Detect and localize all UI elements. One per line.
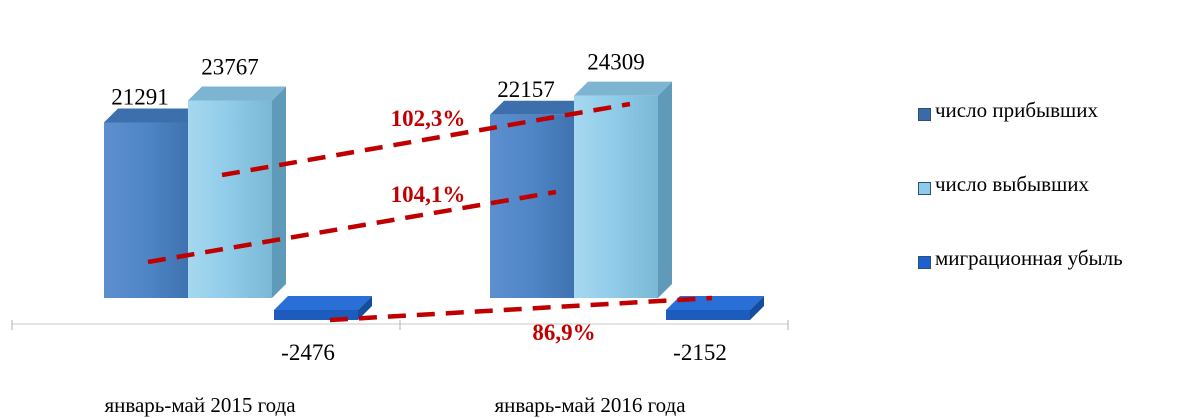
growth-label: 86,9%	[532, 320, 595, 345]
category-label: январь-май 2015 года	[104, 393, 296, 417]
data-label: -2476	[281, 340, 335, 365]
bar-migration-loss-1	[274, 296, 372, 320]
growth-trend-line	[147, 189, 557, 265]
legend-item: миграционная убыль	[918, 244, 1184, 318]
legend: число прибывших число выбывших миграционна…	[918, 96, 1184, 318]
data-label: -2152	[673, 340, 727, 365]
growth-label: 104,1%	[391, 182, 466, 207]
data-label: 24309	[587, 50, 645, 75]
bar-arrived-1	[104, 108, 202, 298]
legend-swatch	[918, 182, 931, 195]
data-label: 22157	[497, 77, 555, 102]
growth-trend-line	[329, 295, 713, 323]
legend-item: число прибывших	[918, 96, 1184, 170]
bar-departed-1	[188, 86, 286, 299]
data-label: 21291	[111, 85, 169, 110]
growth-trend-line	[221, 101, 631, 178]
data-label: 23767	[201, 54, 259, 79]
category-label: январь-май 2016 года	[494, 393, 686, 417]
legend-label: число выбывших	[935, 172, 1089, 196]
legend-label: число прибывших	[935, 98, 1098, 122]
bar-departed-2	[574, 81, 672, 298]
legend-swatch	[918, 256, 931, 269]
legend-item: число выбывших	[918, 170, 1184, 244]
legend-label: миграционная убыль	[935, 246, 1123, 270]
legend-swatch	[918, 108, 931, 121]
growth-label: 102,3%	[391, 106, 466, 131]
